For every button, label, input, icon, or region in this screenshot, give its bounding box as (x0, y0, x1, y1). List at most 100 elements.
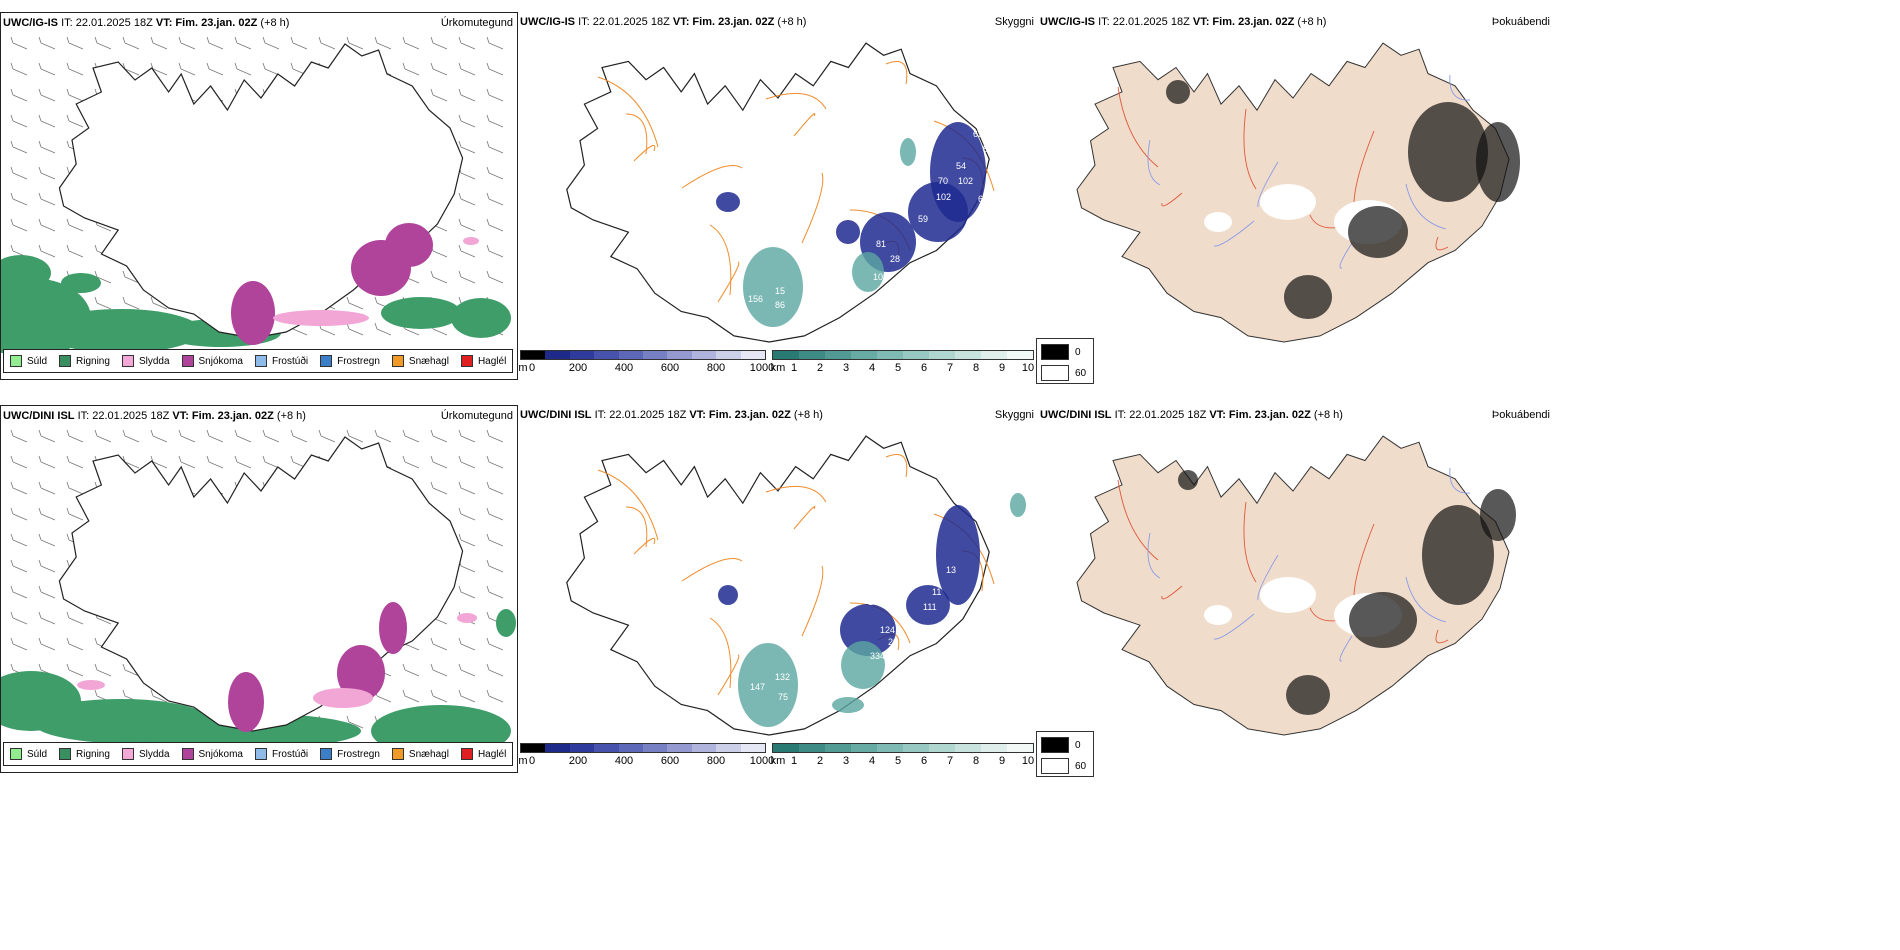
sleet-area (273, 310, 369, 326)
wind-barb-icon (66, 88, 84, 102)
legend-swatch (10, 355, 22, 367)
fog-legend-label: 0 (1075, 739, 1081, 751)
wind-barb-icon (150, 62, 168, 76)
lead-time: (+8 h) (1313, 409, 1343, 421)
wind-barb-icon (430, 62, 448, 76)
fog-indicator-panel: UWC/IG-IS IT: 22.01.2025 18Z VT: Fim. 23… (1038, 12, 1554, 380)
wind-barb-icon (402, 689, 420, 703)
legend-item: Snjókoma (181, 748, 243, 760)
cloud-base-label: 102 (936, 192, 951, 202)
wind-barb-icon (66, 455, 84, 469)
wind-barb-icon (66, 114, 84, 128)
legend-label: Súld (27, 748, 48, 760)
wind-barb-icon (486, 663, 504, 677)
low-cloud-area (718, 585, 738, 605)
colorbar-unit: m (518, 755, 528, 767)
wind-barb-icon (234, 455, 252, 469)
colorbar-tick: 600 (660, 362, 680, 374)
wind-barb-icon (262, 36, 280, 50)
wind-barb-icon (66, 611, 84, 625)
lead-time: (+8 h) (793, 409, 823, 421)
wind-barb-icon (66, 663, 84, 677)
panel-title: Skyggni (994, 16, 1034, 28)
fog-legend: 0 60 (1036, 731, 1094, 777)
wind-barb-icon (430, 689, 448, 703)
wind-barb-icon (458, 36, 476, 50)
legend-label: Frostregn (337, 748, 380, 760)
legend-item: Frostregn (320, 748, 380, 760)
legend-item: Haglél (460, 355, 506, 367)
wind-barb-icon (122, 270, 140, 284)
valid-time: VT: Fim. 23.jan. 02Z (1209, 409, 1311, 421)
legend-swatch (181, 355, 194, 367)
wind-barb-icon (486, 533, 504, 547)
wind-barb-icon (10, 88, 28, 102)
fog-area (1284, 275, 1332, 319)
panel-header: UWC/DINI ISL IT: 22.01.2025 18Z VT: Fim.… (3, 410, 306, 422)
fog-legend-swatch (1041, 365, 1069, 381)
wind-barb-icon (10, 637, 28, 651)
visibility-panel: 88 31 99 81 28 106 15 156 86 59 102 70 102 54 61 69 56 85… (518, 12, 1038, 380)
colorbar-tick: 3 (842, 362, 850, 374)
legend-item: Snæhagl (391, 748, 449, 760)
wind-barb-icon (458, 88, 476, 102)
valid-time: VT: Fim. 23.jan. 02Z (172, 410, 274, 422)
wind-barb-icon (402, 62, 420, 76)
wind-barb-icon (38, 429, 56, 443)
cloud-base-label: 70 (938, 176, 948, 186)
colorbar-unit: m (518, 362, 528, 374)
colorbar-gradient (520, 743, 766, 753)
lead-time: (+8 h) (777, 16, 807, 28)
valid-time: VT: Fim. 23.jan. 02Z (689, 409, 791, 421)
colorbar-unit: km (770, 362, 786, 374)
wind-barb-icon (486, 270, 504, 284)
wind-barb-icon (66, 429, 84, 443)
rain-area (61, 273, 101, 293)
wind-barb-icon (38, 611, 56, 625)
fog-map (1076, 435, 1516, 736)
wind-barb-icon (402, 429, 420, 443)
legend-swatch (460, 748, 473, 760)
lead-time: (+8 h) (276, 410, 306, 422)
cloud-base-colorbar: m 0 200 400 600 800 1000 (518, 350, 774, 376)
wind-barb-icon (66, 481, 84, 495)
wind-barb-icon (10, 166, 28, 180)
wind-barb-icon (374, 322, 392, 336)
rain-area (41, 309, 201, 353)
cloud-base-label: 334 (870, 651, 885, 661)
wind-barb-icon (486, 244, 504, 258)
wind-barb-icon (150, 36, 168, 50)
legend-item: Frostúði (254, 355, 308, 367)
colorbar-tick: 600 (660, 755, 680, 767)
legend-item: Rigning (59, 355, 110, 367)
wind-barb-icon (458, 244, 476, 258)
cloud-base-label: 10 (868, 597, 878, 607)
legend-swatch (59, 748, 72, 760)
fog-legend-row: 0 (1041, 344, 1089, 360)
colorbar-tick: 4 (868, 362, 876, 374)
cloud-base-colorbar: m 0 200 400 600 800 1000 (518, 743, 774, 769)
precip-map (1, 429, 516, 757)
wind-barb-icon (346, 429, 364, 443)
low-cloud-area (936, 505, 980, 605)
colorbar-tick: 5 (894, 362, 902, 374)
wind-barb-icon (38, 114, 56, 128)
reduced-visibility-area (743, 247, 803, 327)
wind-barb-icon (486, 455, 504, 469)
wind-barb-icon (234, 62, 252, 76)
legend-item: Súld (10, 355, 47, 367)
cloud-base-label: 86 (775, 300, 785, 310)
wind-barb-icon (206, 455, 224, 469)
sleet-area (463, 237, 479, 245)
wind-barb-icon (346, 715, 364, 729)
fog-map (1076, 42, 1520, 343)
wind-barb-icon (10, 585, 28, 599)
init-time: IT: 22.01.2025 18Z (1114, 409, 1207, 421)
wind-barb-icon (374, 36, 392, 50)
wind-barb-icon (122, 36, 140, 50)
wind-barb-icon (38, 140, 56, 154)
wind-barb-icon (150, 429, 168, 443)
wind-barb-icon (458, 192, 476, 206)
snow-area (228, 672, 264, 732)
